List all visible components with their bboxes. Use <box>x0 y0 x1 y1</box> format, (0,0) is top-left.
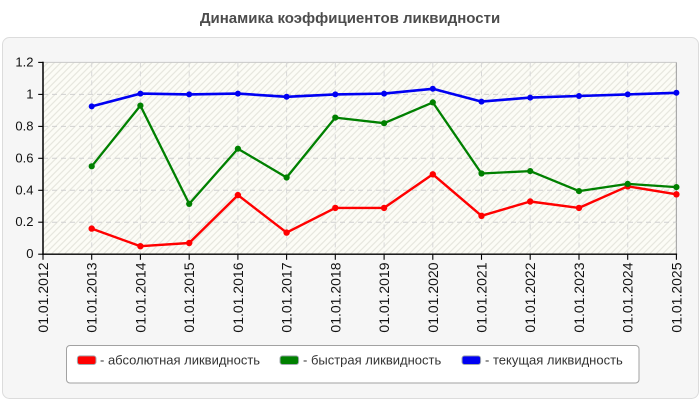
svg-text:0.6: 0.6 <box>15 150 33 165</box>
svg-text:01.01.2024: 01.01.2024 <box>620 262 636 332</box>
svg-text:01.01.2018: 01.01.2018 <box>327 262 343 332</box>
svg-text:1.2: 1.2 <box>15 54 33 69</box>
svg-text:1: 1 <box>26 86 33 101</box>
svg-text:01.01.2014: 01.01.2014 <box>132 262 148 332</box>
svg-text:01.01.2020: 01.01.2020 <box>425 262 441 332</box>
svg-text:- быстрая ликвидность: - быстрая ликвидность <box>303 353 441 368</box>
svg-text:01.01.2013: 01.01.2013 <box>84 262 100 332</box>
svg-text:- абсолютная ликвидность: - абсолютная ликвидность <box>100 353 260 368</box>
svg-text:01.01.2021: 01.01.2021 <box>474 262 490 332</box>
svg-text:01.01.2025: 01.01.2025 <box>668 262 684 332</box>
svg-text:01.01.2022: 01.01.2022 <box>522 262 538 332</box>
svg-text:0.4: 0.4 <box>15 182 33 197</box>
svg-text:- текущая ликвидность: - текущая ликвидность <box>485 353 623 368</box>
svg-text:01.01.2017: 01.01.2017 <box>279 262 295 332</box>
svg-text:Динамика коэффициентов ликвидн: Динамика коэффициентов ликвидности <box>200 10 500 27</box>
svg-text:0.8: 0.8 <box>15 118 33 133</box>
svg-text:01.01.2023: 01.01.2023 <box>571 262 587 332</box>
svg-text:01.01.2016: 01.01.2016 <box>230 262 246 332</box>
svg-text:01.01.2015: 01.01.2015 <box>181 262 197 332</box>
svg-text:0: 0 <box>26 246 33 261</box>
svg-text:01.01.2012: 01.01.2012 <box>35 262 51 332</box>
svg-text:0.2: 0.2 <box>15 214 33 229</box>
svg-text:01.01.2019: 01.01.2019 <box>376 262 392 332</box>
